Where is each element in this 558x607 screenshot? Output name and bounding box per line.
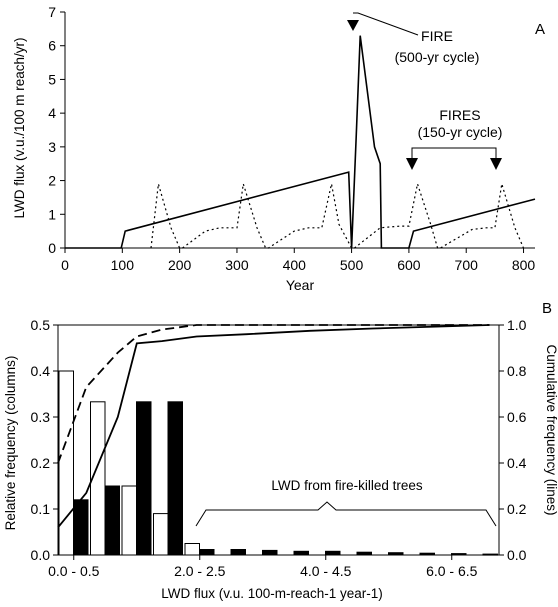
bar-filled xyxy=(230,549,246,556)
bar-filled xyxy=(167,401,183,556)
panel-a-y-tick-label: 7 xyxy=(48,4,56,20)
bar-filled xyxy=(136,401,152,556)
panel-a: A LWD flux (v.u./100 m reach/yr) Year 0 1… xyxy=(12,4,545,293)
panel-b-y-tick-label: 0.5 xyxy=(31,317,51,333)
annotation-fires-150: FIRES (150-yr cycle) xyxy=(406,107,502,170)
panel-a-y-tick-label: 3 xyxy=(48,139,56,155)
panel-b-y-tick-label: 0.1 xyxy=(31,501,51,517)
bar-filled xyxy=(199,549,215,556)
bar-open xyxy=(153,513,169,556)
panel-b: B Relative frequency (columns) Cumulativ… xyxy=(3,300,558,601)
panel-a-label: A xyxy=(535,21,545,38)
panel-b-y2-tick-label: 0.2 xyxy=(507,501,527,517)
annotation-fires-150-arrow-right xyxy=(490,158,502,170)
annotation-fires-150-bracket xyxy=(411,147,497,158)
panel-b-y-tick-label: 0.0 xyxy=(31,547,51,563)
series-line-solid xyxy=(65,35,536,249)
panel-b-y-tick-label: 0.2 xyxy=(31,455,51,471)
panel-b-x-tick-label: 6.0 - 6.5 xyxy=(426,563,478,579)
panel-a-y-axis-label: LWD flux (v.u./100 m reach/yr) xyxy=(12,37,27,218)
panel-a-y-tick-label: 1 xyxy=(48,206,56,222)
panel-a-y-tick-label: 5 xyxy=(48,71,56,87)
panel-a-y-tick-label: 4 xyxy=(48,105,56,121)
panel-b-x-axis-label: LWD flux (v.u. 100-m-reach-1 year-1) xyxy=(161,586,383,601)
panel-b-y2-tick-label: 0.6 xyxy=(507,409,527,425)
annotation-fire-500-leader xyxy=(353,12,419,36)
panel-a-y-tick-label: 0 xyxy=(48,240,56,256)
panel-a-x-tick-label: 0 xyxy=(61,257,69,273)
panel-a-y-axis: 0 1 2 3 4 5 6 7 xyxy=(48,4,66,256)
annotation-fire-500: FIRE (500-yr cycle) xyxy=(347,12,480,65)
annotation-fires-150-sublabel: (150-yr cycle) xyxy=(418,124,503,140)
annotation-fires-150-label: FIRES xyxy=(439,107,480,123)
bar-open xyxy=(58,370,74,556)
panel-b-frame xyxy=(57,324,500,556)
panel-a-x-tick-label: 200 xyxy=(168,257,192,273)
bar-filled xyxy=(262,549,278,556)
cumulative-line-dashed xyxy=(57,324,490,464)
annotation-fire-killed-brace xyxy=(195,501,497,527)
panel-b-y2-tick-label: 1.0 xyxy=(507,317,527,333)
panel-a-y-tick-label: 6 xyxy=(48,38,56,54)
panel-b-y2-tick-label: 0.8 xyxy=(507,363,527,379)
panel-a-series xyxy=(65,35,536,249)
panel-b-y2-axis-label: Cumulative frequency (lines) xyxy=(544,344,558,515)
bar-open xyxy=(121,485,137,556)
panel-b-axes: 0.0 0.1 0.2 0.3 0.4 0.5 0.0 0.2 0.4 0.6 0.8 1.0 0.0 … xyxy=(31,317,527,579)
panel-a-x-tick-label: 800 xyxy=(512,257,536,273)
annotation-fire-killed-label: LWD from fire-killed trees xyxy=(271,478,423,493)
annotation-fire-500-arrow xyxy=(347,20,359,31)
panel-b-bars xyxy=(58,370,498,556)
bar-filled xyxy=(104,485,120,556)
panel-b-x-tick-label: 4.0 - 4.5 xyxy=(300,563,352,579)
bar-filled xyxy=(325,550,341,556)
panel-a-y-tick-label: 2 xyxy=(48,173,56,189)
bar-open xyxy=(184,543,200,556)
panel-b-y2-tick-label: 0.4 xyxy=(507,455,527,471)
bar-filled xyxy=(293,550,309,556)
annotation-fire-killed: LWD from fire-killed trees xyxy=(195,478,497,527)
annotation-fire-500-sublabel: (500-yr cycle) xyxy=(395,49,480,65)
panel-a-x-tick-label: 300 xyxy=(225,257,249,273)
panel-b-x-tick-label: 2.0 - 2.5 xyxy=(174,563,226,579)
panel-a-x-axis-label: Year xyxy=(286,277,315,293)
panel-b-x-tick-label: 0.0 - 0.5 xyxy=(48,563,100,579)
panel-a-x-tick-label: 700 xyxy=(455,257,479,273)
panel-b-y-tick-label: 0.4 xyxy=(31,363,51,379)
panel-b-y-axis-label: Relative frequency (columns) xyxy=(3,356,18,531)
series-line-dotted xyxy=(150,181,525,249)
annotation-fires-150-arrow-left xyxy=(406,158,418,170)
panel-a-x-tick-label: 400 xyxy=(283,257,307,273)
panel-a-x-tick-label: 100 xyxy=(111,257,135,273)
panel-a-x-tick-label: 500 xyxy=(340,257,364,273)
panel-b-y2-tick-label: 0.0 xyxy=(507,547,527,563)
panel-a-x-axis: 0 100 200 300 400 500 600 700 800 xyxy=(61,247,536,273)
panel-b-y-tick-label: 0.3 xyxy=(31,409,51,425)
cumulative-line-solid xyxy=(57,324,490,528)
annotation-fire-500-label: FIRE xyxy=(421,28,453,44)
bar-filled xyxy=(73,499,89,556)
panel-a-x-tick-label: 600 xyxy=(397,257,421,273)
panel-b-label: B xyxy=(542,300,552,317)
